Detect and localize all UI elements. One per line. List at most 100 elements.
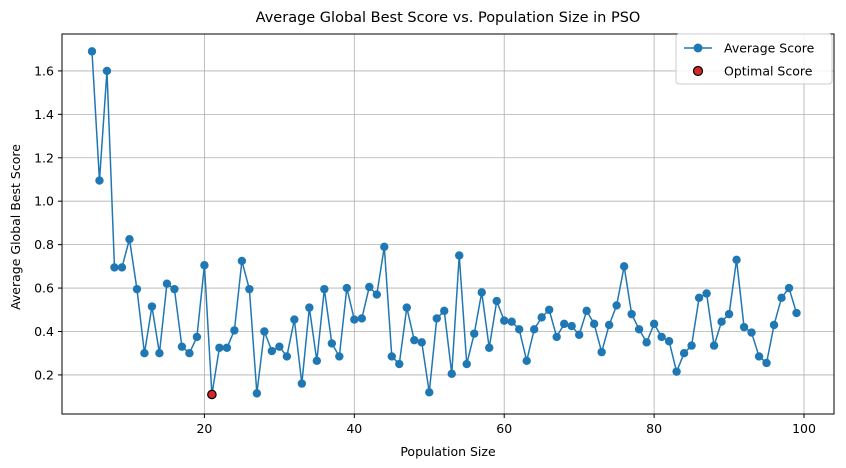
data-point-average-score: [657, 332, 666, 342]
legend-label-average-score: Average Score: [724, 41, 815, 56]
data-point-average-score: [425, 388, 434, 397]
series-marker-layer: [87, 47, 801, 400]
data-point-average-score: [702, 289, 711, 298]
data-point-average-score: [432, 314, 441, 323]
chart-title: Average Global Best Score vs. Population…: [256, 10, 641, 26]
data-point-average-score: [410, 335, 419, 345]
data-point-average-score: [477, 288, 486, 297]
data-point-optimal-score: [207, 389, 217, 400]
data-point-average-score: [230, 326, 239, 335]
data-point-average-score: [200, 261, 209, 270]
data-point-average-score: [762, 358, 771, 368]
data-point-average-score: [102, 66, 112, 76]
data-point-average-score: [110, 263, 119, 272]
data-point-average-score: [117, 263, 127, 272]
data-point-average-score: [544, 305, 554, 314]
data-point-average-score: [125, 235, 134, 244]
data-point-average-score: [305, 303, 314, 312]
legend-label-optimal-score: Optimal Score: [724, 64, 813, 79]
data-point-average-score: [140, 349, 149, 358]
data-point-average-score: [709, 341, 719, 350]
data-point-average-score: [297, 379, 307, 388]
data-point-average-score: [537, 313, 546, 322]
data-point-average-score: [372, 290, 381, 299]
data-point-average-score: [634, 325, 644, 334]
data-point-average-score: [515, 325, 524, 334]
plot-frame: [61, 33, 835, 415]
data-point-average-score: [694, 293, 704, 303]
data-point-average-score: [522, 356, 531, 365]
data-point-average-score: [470, 329, 479, 338]
data-point-average-score: [290, 315, 299, 324]
data-point-average-score: [320, 284, 329, 294]
x-tick-label: 20: [196, 421, 212, 436]
data-point-average-score: [732, 255, 741, 265]
data-point-average-score: [380, 242, 389, 251]
data-point-average-score: [192, 332, 202, 342]
data-point-average-score: [500, 316, 509, 325]
data-point-average-score: [395, 359, 404, 369]
data-point-average-score: [357, 314, 367, 323]
data-point-average-score: [612, 301, 621, 310]
data-point-average-score: [769, 320, 779, 330]
legend-marker-optimal-score: [692, 65, 704, 77]
data-point-average-score: [739, 322, 749, 332]
data-point-average-score: [147, 302, 157, 311]
y-tick-label: 1.0: [34, 194, 54, 209]
axis-ticks: 20 40 60 80 100 0.2 0.4 0.6 0.8 1.0 1.2 1.4 1.6: [34, 63, 816, 436]
data-point-average-score: [582, 306, 591, 316]
data-point-average-score: [440, 306, 449, 316]
data-point-average-score: [792, 308, 801, 318]
data-point-average-score: [245, 284, 254, 294]
data-point-average-score: [417, 338, 426, 347]
data-point-average-score: [507, 317, 516, 326]
data-point-average-score: [402, 303, 411, 312]
data-point-average-score: [717, 317, 726, 326]
data-point-average-score: [619, 262, 629, 271]
data-point-average-score: [365, 282, 374, 292]
data-point-average-score: [754, 352, 764, 361]
data-point-average-score: [162, 279, 172, 288]
data-point-average-score: [777, 293, 786, 303]
data-point-average-score: [574, 330, 584, 339]
data-point-average-score: [275, 342, 284, 351]
data-point-average-score: [177, 342, 187, 351]
data-point-average-score: [642, 338, 651, 347]
data-point-average-score: [529, 325, 539, 334]
data-point-average-score: [597, 347, 606, 357]
data-point-average-score: [95, 176, 104, 185]
y-axis-title: Average Global Best Score: [8, 144, 23, 310]
data-point-average-score: [724, 309, 734, 319]
data-point-average-score: [222, 343, 232, 352]
y-tick-label: 1.6: [34, 63, 54, 78]
y-tick-label: 0.6: [34, 281, 54, 296]
x-axis-title: Population Size: [400, 444, 496, 459]
data-point-average-score: [335, 352, 344, 361]
data-point-average-score: [552, 332, 561, 342]
data-point-average-score: [312, 356, 322, 365]
data-point-average-score: [589, 319, 599, 329]
data-point-average-score: [567, 321, 576, 331]
x-tick-label: 60: [496, 421, 512, 436]
data-point-average-score: [87, 47, 97, 56]
legend-marker-average-score: [693, 43, 703, 53]
data-point-average-score: [462, 359, 471, 369]
data-point-average-score: [679, 349, 689, 358]
data-point-average-score: [627, 309, 636, 319]
data-point-average-score: [267, 346, 277, 356]
data-point-average-score: [559, 319, 569, 329]
data-point-average-score: [282, 352, 292, 361]
data-point-average-score: [672, 367, 681, 376]
data-point-average-score: [327, 339, 337, 348]
data-point-average-score: [185, 349, 194, 358]
data-point-average-score: [215, 343, 224, 352]
data-point-average-score: [687, 341, 696, 350]
data-point-average-score: [455, 251, 464, 260]
data-point-average-score: [664, 337, 674, 346]
legend-box: [675, 33, 833, 85]
data-point-average-score: [237, 256, 247, 266]
data-point-average-score: [260, 327, 269, 336]
data-point-average-score: [447, 369, 456, 379]
y-tick-label: 0.8: [34, 237, 54, 252]
